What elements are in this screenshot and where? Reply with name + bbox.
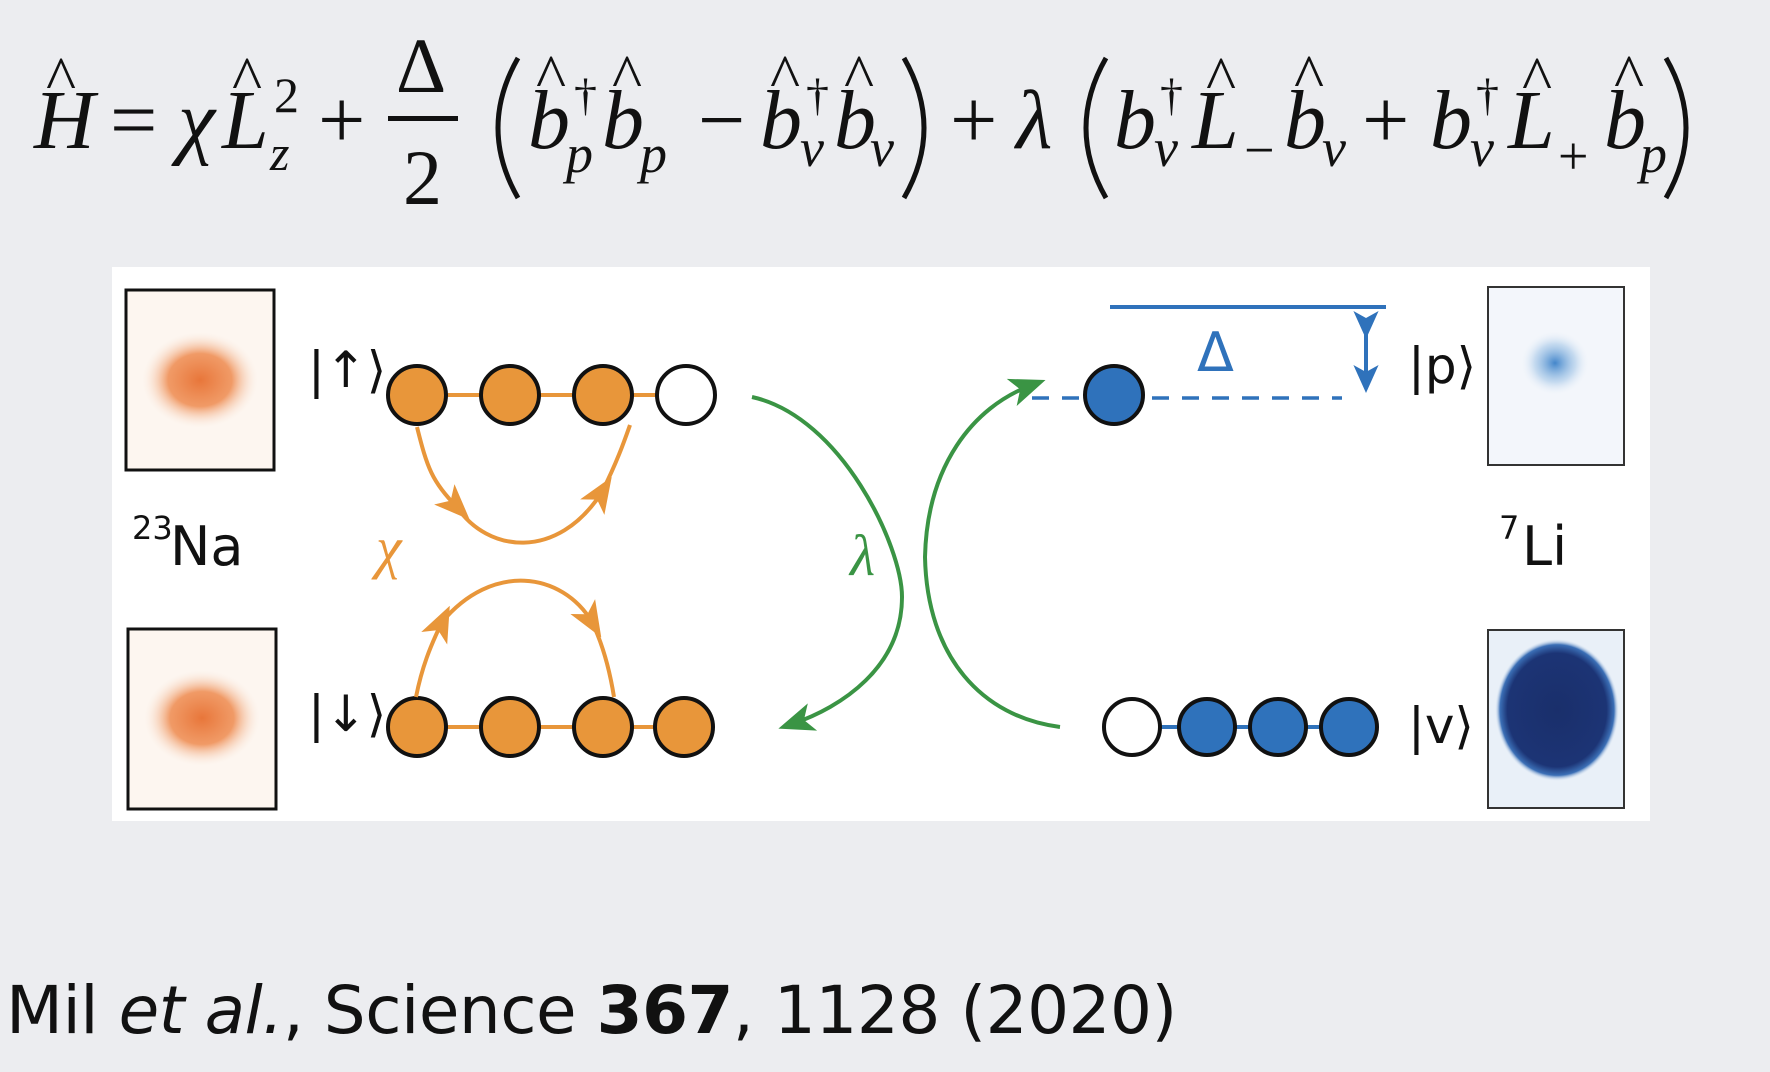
na-up-empty-site: [655, 364, 717, 426]
eq-dagger-2: †: [806, 69, 829, 120]
eq-dagger-3: †: [1160, 69, 1183, 120]
chi-arrow-lower-fall: [590, 621, 616, 698]
na-up-atom-2: [479, 364, 541, 426]
lambda-arrow-na-to-li: [751, 395, 904, 598]
na-up-atom-1: [386, 364, 448, 426]
eq-L: L: [221, 74, 269, 167]
eq-plus-1: +: [318, 74, 365, 167]
eq-b-5: b: [1114, 74, 1156, 167]
na-mass-number: 23: [132, 509, 173, 547]
li-mass-number: 7: [1499, 509, 1519, 547]
citation: Mil et al., Science 367, 1128 (2020): [6, 972, 1177, 1049]
eq-sub-v-4: v: [1322, 118, 1346, 178]
citation-authors: Mil: [6, 972, 119, 1049]
na-down-atom-2: [479, 696, 541, 758]
eq-plus-2: +: [950, 74, 997, 167]
li-image-p: [1487, 286, 1625, 466]
eq-sub-p-2: p: [636, 124, 667, 184]
eq-b-hat-2: ^: [612, 41, 642, 112]
lambda-arrow-li-to-na-up: [923, 378, 1046, 558]
eq-L-hat: ^: [232, 43, 262, 114]
eq-L-hat-3: ^: [1522, 43, 1552, 114]
eq-sub-v-5: v: [1470, 118, 1494, 178]
eq-sub-v-2: v: [870, 118, 894, 178]
eq-paren-open-1: [495, 56, 521, 200]
eq-b-6: b: [1284, 74, 1326, 167]
eq-L-sup: 2: [274, 67, 299, 123]
chi-arrow-lower-top: [440, 578, 602, 638]
lambda-label: λ: [848, 523, 875, 588]
eq-b-1: b: [528, 74, 570, 167]
eq-b-hat-8: ^: [1614, 41, 1644, 112]
citation-volume: 367: [596, 972, 734, 1049]
chi-label: χ: [371, 515, 403, 580]
li-image-v: [1487, 629, 1625, 809]
eq-b-2: b: [602, 74, 644, 167]
na-up-atom-3: [572, 364, 634, 426]
lambda-arrow-na-to-li-down: [778, 596, 904, 731]
eq-hat-H: ^: [46, 43, 76, 114]
eq-L-plus-sub: +: [1558, 126, 1588, 186]
eq-L-2: L: [1191, 74, 1239, 167]
eq-fraction-bar: [388, 116, 458, 121]
eq-minus: −: [698, 74, 745, 167]
eq-equals: =: [110, 74, 157, 167]
chi-arrow-upper-rise: [600, 424, 632, 493]
na-down-atom-1: [386, 696, 448, 758]
na-element: Na: [170, 515, 244, 578]
lambda-arrow-li-to-na: [923, 556, 1061, 729]
eq-sub-v-1: v: [800, 118, 824, 178]
eq-paren-close-2: [1663, 56, 1689, 200]
eq-b-hat-6: ^: [1294, 41, 1324, 112]
na-down-atom-4: [653, 696, 715, 758]
delta-label: Δ: [1197, 321, 1234, 384]
eq-L-hat-2: ^: [1206, 43, 1236, 114]
li-v-ket: |v⟩: [1408, 697, 1474, 755]
eq-L-minus-sub: −: [1244, 120, 1274, 180]
eq-sub-p-1: p: [562, 124, 593, 184]
na-image-down: [126, 627, 278, 811]
chi-arrow-upper: [415, 426, 470, 520]
eq-b-hat-4: ^: [844, 41, 874, 112]
li-p-atom: [1083, 364, 1145, 426]
eq-b-hat-1: ^: [536, 41, 566, 112]
na-down-atom-3: [572, 696, 634, 758]
eq-plus-3: +: [1362, 74, 1409, 167]
li-v-atom-3: [1319, 697, 1379, 757]
eq-two: 2: [403, 134, 442, 221]
eq-b-hat-3: ^: [770, 41, 800, 112]
eq-H: H: [33, 74, 99, 167]
citation-pages-year: , 1128 (2020): [732, 972, 1177, 1049]
li-v-atom-1: [1177, 697, 1237, 757]
na-down-ket: |↓⟩: [308, 685, 386, 743]
eq-L-3: L: [1507, 74, 1555, 167]
chi-arrow-lower-left: [414, 605, 450, 698]
citation-etal: et al.: [118, 972, 284, 1049]
eq-dagger-4: †: [1476, 69, 1499, 120]
eq-b-4: b: [834, 74, 876, 167]
li-p-ket: |p⟩: [1408, 337, 1476, 395]
citation-journal: , Science: [282, 972, 597, 1049]
na-up-ket: |↑⟩: [308, 341, 386, 399]
coupling-diagram: |↑⟩ |↓⟩ 23 Na χ λ Δ |p⟩ |v⟩ 7 Li: [112, 267, 1650, 821]
eq-b-7: b: [1430, 74, 1472, 167]
eq-sub-v-3: v: [1154, 118, 1178, 178]
eq-dagger-1: †: [574, 69, 597, 120]
li-v-empty-site: [1102, 697, 1162, 757]
eq-L-sub: z: [269, 125, 289, 181]
hamiltonian-equation: ^ H = χ ^ L 2 z + Δ 2 ^ b † p ^ b p − ^ …: [33, 22, 1689, 221]
na-image-up: [124, 288, 276, 472]
diagram-background: [112, 267, 1650, 821]
li-element: Li: [1522, 515, 1567, 578]
eq-paren-close-1: [901, 56, 927, 200]
eq-b-3: b: [760, 74, 802, 167]
eq-chi: χ: [171, 74, 217, 167]
eq-paren-open-2: [1083, 56, 1109, 200]
eq-lambda: λ: [1013, 74, 1052, 167]
li-v-atom-2: [1248, 697, 1308, 757]
eq-b-8: b: [1604, 74, 1646, 167]
eq-Delta: Δ: [396, 22, 446, 109]
chi-arrow-upper-bottom: [455, 476, 612, 545]
eq-sub-p-3: p: [1636, 124, 1667, 184]
